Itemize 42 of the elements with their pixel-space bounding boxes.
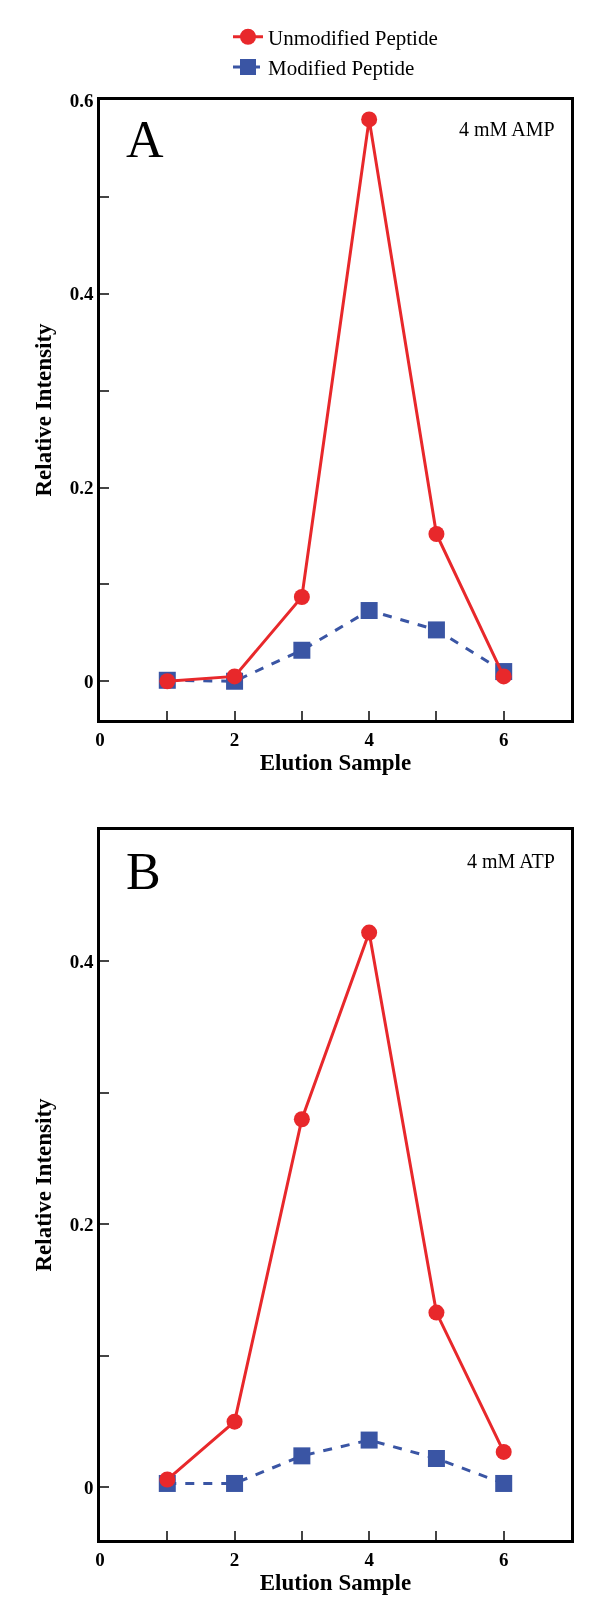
y-axis-title: Relative Intensity	[31, 322, 57, 497]
y-axis-title: Relative Intensity	[31, 1097, 57, 1272]
y-tick-label: 0.4	[69, 283, 94, 305]
point	[293, 641, 311, 659]
point	[361, 924, 378, 941]
y-tick-label: 0.6	[69, 89, 94, 111]
x-axis-title: Elution Sample	[259, 1570, 412, 1596]
point	[495, 1443, 512, 1460]
point	[226, 668, 243, 685]
point	[427, 621, 445, 639]
point	[495, 1474, 513, 1492]
x-tick-label: 4	[364, 728, 375, 750]
point	[428, 1304, 445, 1321]
annotation: B	[126, 843, 161, 900]
point	[226, 1413, 243, 1430]
point	[428, 526, 445, 542]
legend-label: Modified Peptide	[268, 56, 415, 81]
annotation: 4 mM AMP	[459, 118, 555, 140]
point	[360, 1431, 378, 1449]
x-axis-title: Elution Sample	[259, 750, 412, 776]
y-tick-label: 0	[83, 1477, 94, 1499]
y-tick-label: 0	[83, 670, 94, 692]
point	[360, 602, 378, 620]
x-tick-label: 6	[498, 1548, 509, 1570]
point	[226, 1474, 244, 1492]
annotation: 4 mM ATP	[467, 850, 555, 872]
point	[495, 668, 512, 685]
x-tick-label: 2	[229, 728, 240, 750]
point	[293, 588, 310, 605]
point	[293, 1447, 311, 1465]
y-tick-label: 0.4	[69, 951, 94, 973]
x-tick-label: 2	[229, 1548, 240, 1570]
y-tick-label: 0.2	[69, 1214, 94, 1236]
point	[159, 1471, 176, 1488]
x-tick-label: 4	[364, 1548, 375, 1570]
annotation: A	[126, 111, 164, 168]
x-tick-label: 6	[498, 728, 509, 750]
point	[361, 111, 378, 128]
point	[293, 1111, 310, 1128]
point	[427, 1449, 445, 1467]
y-tick-label: 0.2	[69, 477, 94, 499]
legend-label: Unmodified Peptide	[268, 25, 438, 50]
